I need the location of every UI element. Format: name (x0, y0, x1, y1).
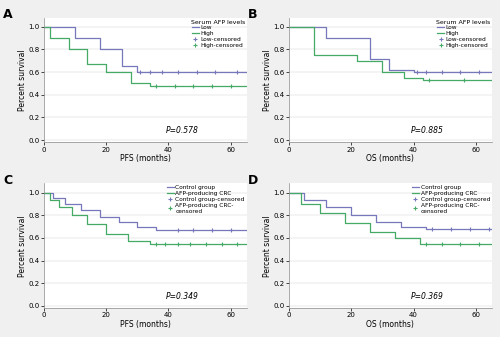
Text: P=0.578: P=0.578 (166, 126, 198, 135)
Y-axis label: Percent survival: Percent survival (18, 215, 27, 277)
Y-axis label: Percent survival: Percent survival (263, 215, 272, 277)
Text: P=0.885: P=0.885 (410, 126, 444, 135)
Text: P=0.369: P=0.369 (410, 292, 444, 301)
Legend: Low, High, Low-censored, High-censored: Low, High, Low-censored, High-censored (190, 19, 246, 49)
Y-axis label: Percent survival: Percent survival (18, 49, 27, 111)
Legend: Low, High, Low-censored, High-censored: Low, High, Low-censored, High-censored (435, 19, 490, 49)
X-axis label: OS (months): OS (months) (366, 154, 414, 163)
Text: B: B (248, 8, 258, 21)
Y-axis label: Percent survival: Percent survival (263, 49, 272, 111)
Text: D: D (248, 174, 258, 186)
Legend: Control group, AFP-producing CRC, Control group-censored, AFP-producing CRC-
cen: Control group, AFP-producing CRC, Contro… (411, 185, 490, 214)
X-axis label: PFS (months): PFS (months) (120, 320, 170, 329)
X-axis label: PFS (months): PFS (months) (120, 154, 170, 163)
Text: P=0.349: P=0.349 (166, 292, 198, 301)
X-axis label: OS (months): OS (months) (366, 320, 414, 329)
Text: C: C (3, 174, 12, 186)
Legend: Control group, AFP-producing CRC, Control group-censored, AFP-producing CRC-
cen: Control group, AFP-producing CRC, Contro… (166, 185, 246, 214)
Text: A: A (3, 8, 13, 21)
